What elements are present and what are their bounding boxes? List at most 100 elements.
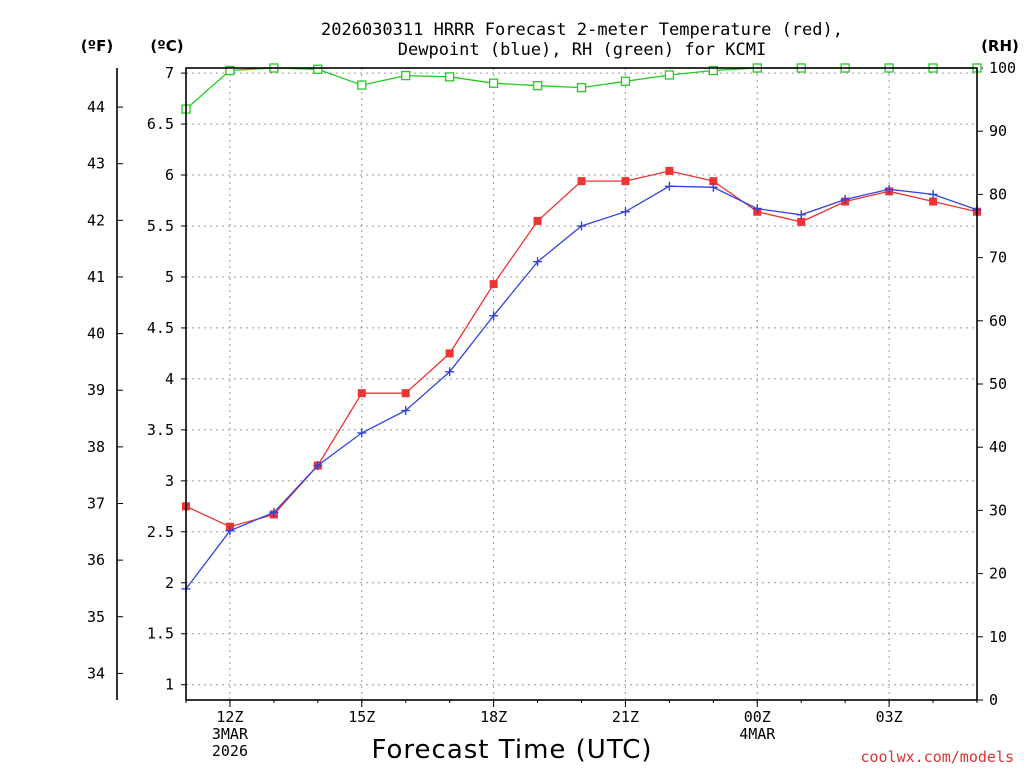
celsius-tick-label: 4.5 — [147, 319, 174, 337]
rh-tick-label: 30 — [989, 501, 1007, 519]
temperature-point — [489, 280, 498, 289]
time-tick-label: 00Z — [744, 708, 771, 726]
dewpoint-point — [664, 181, 674, 191]
rh-tick-label: 60 — [989, 312, 1007, 330]
dewpoint-point — [752, 204, 762, 214]
rh-point — [445, 72, 455, 82]
grid-lines — [186, 68, 977, 700]
time-tick-label: 3MAR — [212, 725, 249, 743]
rh-tick-label: 0 — [989, 691, 998, 709]
fahrenheit-tick-label: 34 — [87, 664, 105, 682]
fahrenheit-tick-label: 42 — [87, 211, 105, 229]
fahrenheit-tick-label: 37 — [87, 494, 105, 512]
time-tick-label: 18Z — [480, 708, 507, 726]
fahrenheit-tick-label: 35 — [87, 608, 105, 626]
rh-point — [576, 82, 587, 93]
site-credit: coolwx.com/models — [860, 748, 1014, 766]
celsius-tick-label: 4 — [165, 370, 174, 388]
rh-axis: 0 10 20 30 40 50 60 70 80 90 100 — [977, 59, 1016, 709]
celsius-tick-label: 2 — [165, 574, 174, 592]
celsius-tick-label: 6 — [165, 166, 174, 184]
fahrenheit-axis: 34 35 36 37 38 39 40 41 42 43 44 — [87, 68, 123, 700]
time-tick-label: 4MAR — [739, 725, 776, 743]
dewpoint-point — [884, 184, 894, 194]
fahrenheit-tick-label: 43 — [87, 155, 105, 173]
fahrenheit-tick-label: 39 — [87, 381, 105, 399]
fahrenheit-tick-label: 36 — [87, 551, 105, 569]
celsius-tick-label: 2.5 — [147, 523, 174, 541]
rh-tick-label: 70 — [989, 249, 1007, 267]
temperature-point — [445, 349, 454, 358]
dewpoint-point — [708, 182, 718, 192]
chart-title-line-2: Dewpoint (blue), RH (green) for KCMI — [398, 40, 766, 60]
rh-point — [357, 80, 367, 90]
time-tick-label: 15Z — [348, 708, 375, 726]
rh-point — [620, 76, 631, 86]
rh-point — [225, 65, 235, 76]
dewpoint-series — [181, 181, 982, 594]
dewpoint-point — [796, 210, 806, 220]
rh-tick-label: 100 — [989, 59, 1016, 77]
rh-tick-label: 20 — [989, 565, 1007, 583]
celsius-tick-label: 1.5 — [147, 625, 174, 643]
dewpoint-point — [445, 367, 455, 377]
celsius-tick-label: 5 — [165, 268, 174, 286]
fahrenheit-tick-label: 38 — [87, 438, 105, 456]
fahrenheit-tick-label: 44 — [87, 98, 105, 116]
dewpoint-point — [357, 428, 367, 438]
dewpoint-point — [928, 189, 938, 199]
time-tick-label: 12Z — [216, 708, 243, 726]
time-tick-label: 2026 — [212, 742, 248, 760]
dewpoint-line — [185, 185, 978, 590]
celsius-unit-label: (ºC) — [150, 37, 183, 55]
rh-point — [313, 64, 323, 74]
temperature-point — [709, 177, 718, 186]
rh-point — [664, 70, 675, 80]
celsius-tick-label: 1 — [165, 676, 174, 694]
rh-tick-label: 10 — [989, 628, 1007, 646]
rh-tick-label: 50 — [989, 375, 1007, 393]
celsius-tick-label: 3.5 — [147, 421, 174, 439]
dewpoint-point — [840, 194, 850, 204]
plot-series — [181, 63, 982, 594]
dewpoint-point — [489, 311, 499, 321]
celsius-axis: 1 1.5 2 2.5 3 3.5 4 4.5 5 5.5 6 6.5 7 — [147, 64, 186, 694]
time-tick-label: 03Z — [876, 708, 903, 726]
temperature-point — [577, 177, 586, 186]
fahrenheit-tick-label: 40 — [87, 325, 105, 343]
rh-tick-label: 40 — [989, 438, 1007, 456]
temperature-point — [929, 197, 938, 206]
dewpoint-point — [313, 461, 323, 471]
rh-point — [532, 81, 543, 91]
temperature-point — [401, 389, 410, 398]
temperature-point — [621, 177, 630, 186]
x-axis-title: Forecast Time (UTC) — [371, 735, 652, 765]
fahrenheit-tick-label: 41 — [87, 268, 105, 286]
dewpoint-point — [269, 507, 279, 517]
rh-series — [181, 63, 982, 114]
plot-frame — [185, 67, 978, 701]
dewpoint-point — [577, 221, 586, 231]
dewpoint-point — [225, 526, 235, 536]
rh-point — [401, 70, 411, 81]
temperature-point — [357, 389, 366, 398]
dewpoint-point — [533, 257, 543, 267]
celsius-tick-label: 6.5 — [147, 115, 174, 133]
temperature-point — [797, 217, 806, 226]
celsius-tick-label: 7 — [165, 64, 174, 82]
rh-tick-label: 80 — [989, 185, 1007, 203]
fahrenheit-unit-label: (ºF) — [81, 37, 113, 55]
dewpoint-point — [401, 406, 411, 416]
temperature-point — [665, 166, 674, 175]
celsius-tick-label: 5.5 — [147, 217, 174, 235]
celsius-tick-label: 3 — [165, 472, 174, 490]
rh-tick-label: 90 — [989, 122, 1007, 140]
temperature-point — [533, 216, 542, 225]
dewpoint-point — [620, 207, 630, 217]
time-tick-label: 21Z — [612, 708, 639, 726]
rh-point — [488, 78, 499, 88]
rh-point — [708, 65, 718, 76]
rh-unit-label: (RH) — [981, 37, 1019, 55]
